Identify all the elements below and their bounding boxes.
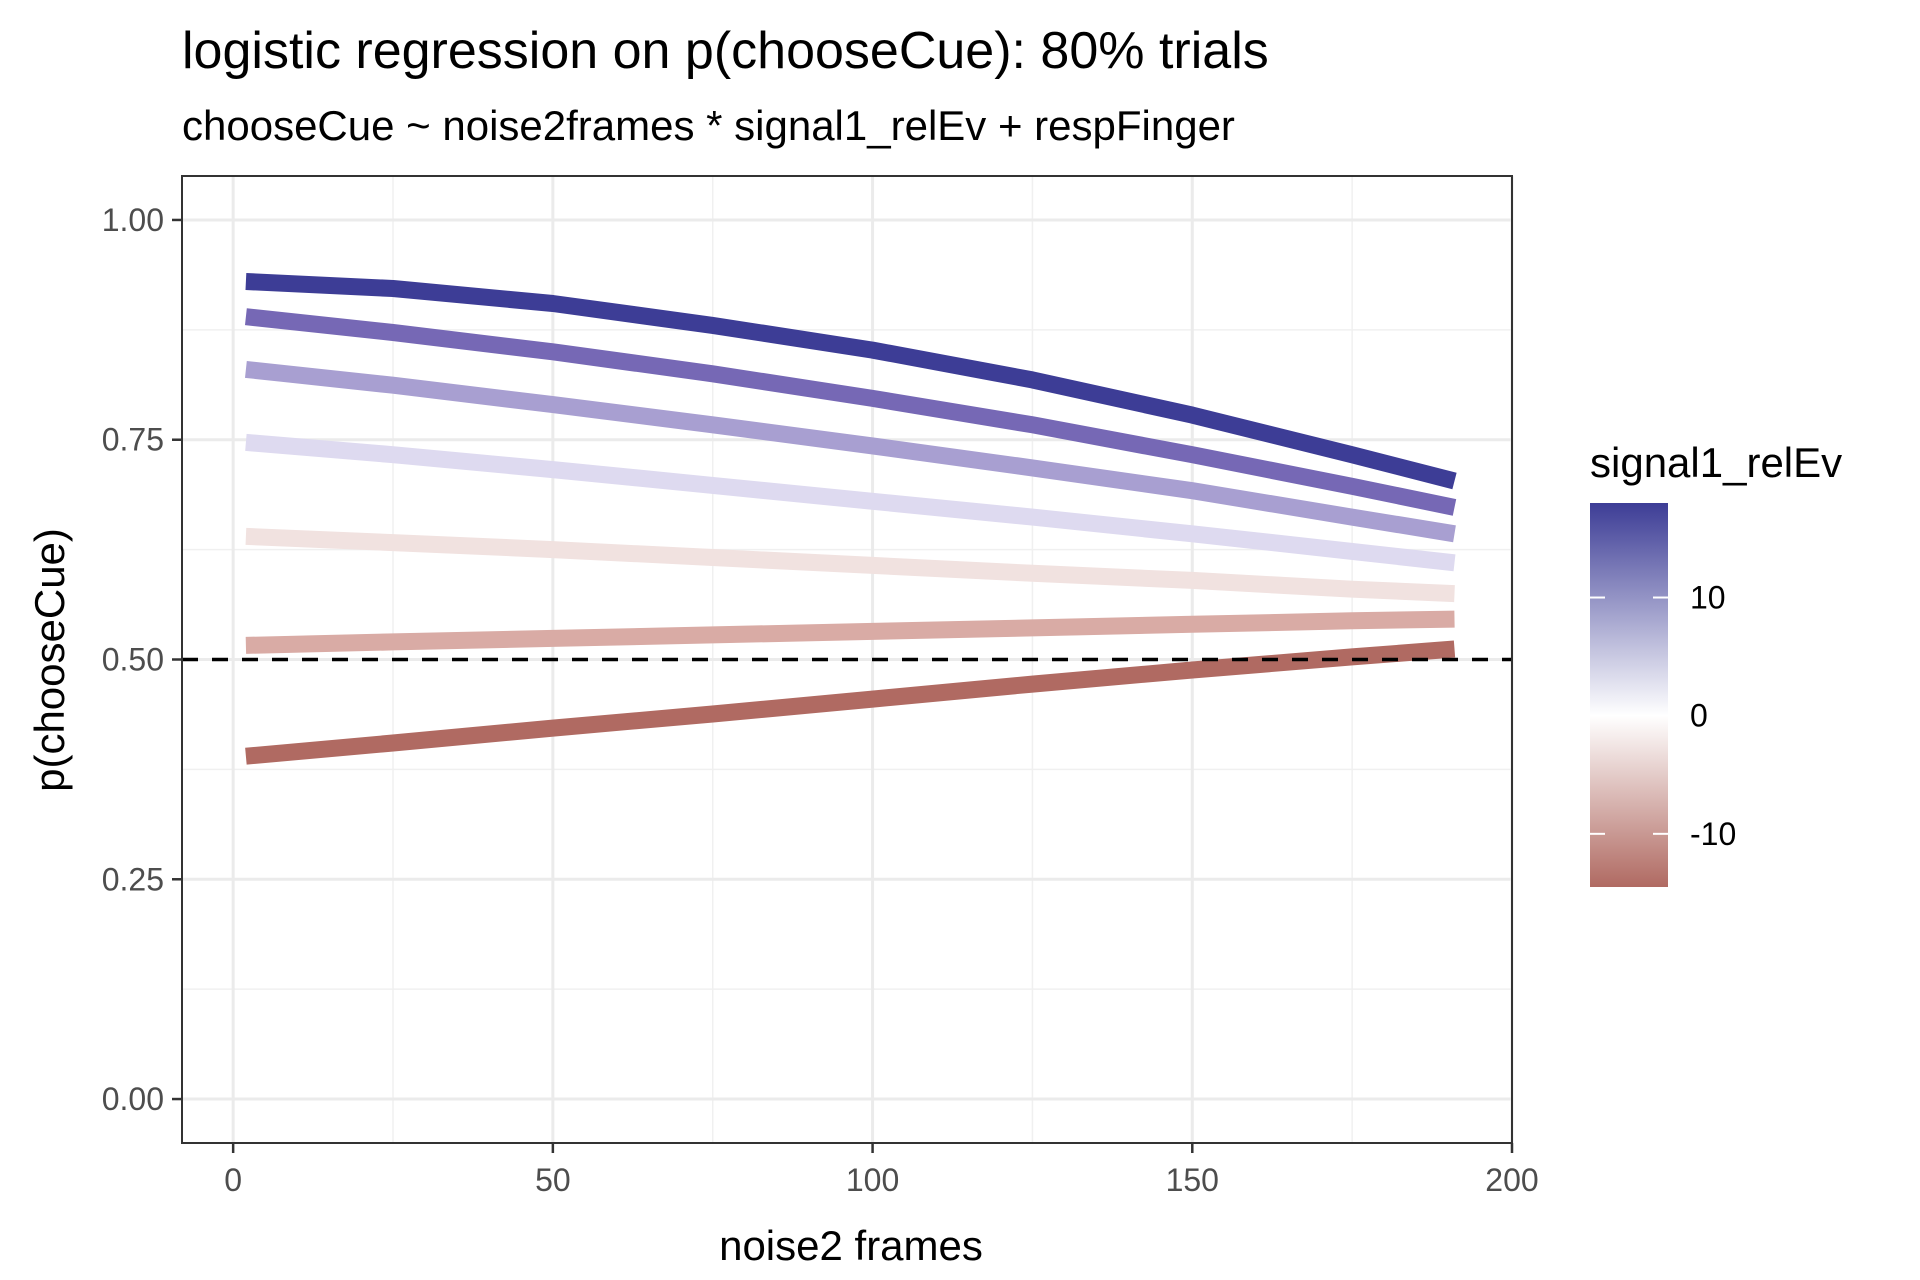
y-tick-label: 0.75 — [102, 422, 164, 458]
x-axis-title: noise2 frames — [719, 1222, 983, 1269]
x-tick-label: 50 — [535, 1162, 571, 1198]
legend-tick-label: -10 — [1690, 816, 1736, 852]
color-legend: signal1_relEv 10 0 -10 — [1590, 439, 1842, 887]
series-line-3 — [245, 433, 1456, 572]
legend-colorbar — [1590, 503, 1668, 887]
series-line-4 — [245, 527, 1455, 603]
x-tick-label: 0 — [224, 1162, 242, 1198]
chart-subtitle: chooseCue ~ noise2frames * signal1_relEv… — [182, 102, 1235, 149]
legend-tick-label: 0 — [1690, 698, 1708, 734]
series-line-2 — [244, 360, 1456, 543]
plot-panel: 0 50 100 150 200 0.00 0.25 0.50 0.75 1.00 — [102, 175, 1539, 1198]
y-tick-label: 1.00 — [102, 202, 164, 238]
chart-title: logistic regression on p(chooseCue): 80%… — [182, 22, 1269, 80]
x-tick-label: 200 — [1485, 1162, 1538, 1198]
series-line-0 — [245, 273, 1457, 490]
series-line-1 — [244, 308, 1457, 516]
legend-tick-label: 10 — [1690, 580, 1726, 616]
x-tick-label: 100 — [846, 1162, 899, 1198]
series-line-6 — [245, 640, 1456, 765]
y-tick-label: 0.00 — [102, 1081, 164, 1117]
y-axis-title: p(chooseCue) — [26, 528, 73, 792]
legend-title: signal1_relEv — [1590, 439, 1842, 486]
y-tick-label: 0.25 — [102, 861, 164, 897]
series-line-5 — [245, 610, 1455, 654]
x-tick-label: 150 — [1166, 1162, 1219, 1198]
y-tick-label: 0.50 — [102, 642, 164, 678]
